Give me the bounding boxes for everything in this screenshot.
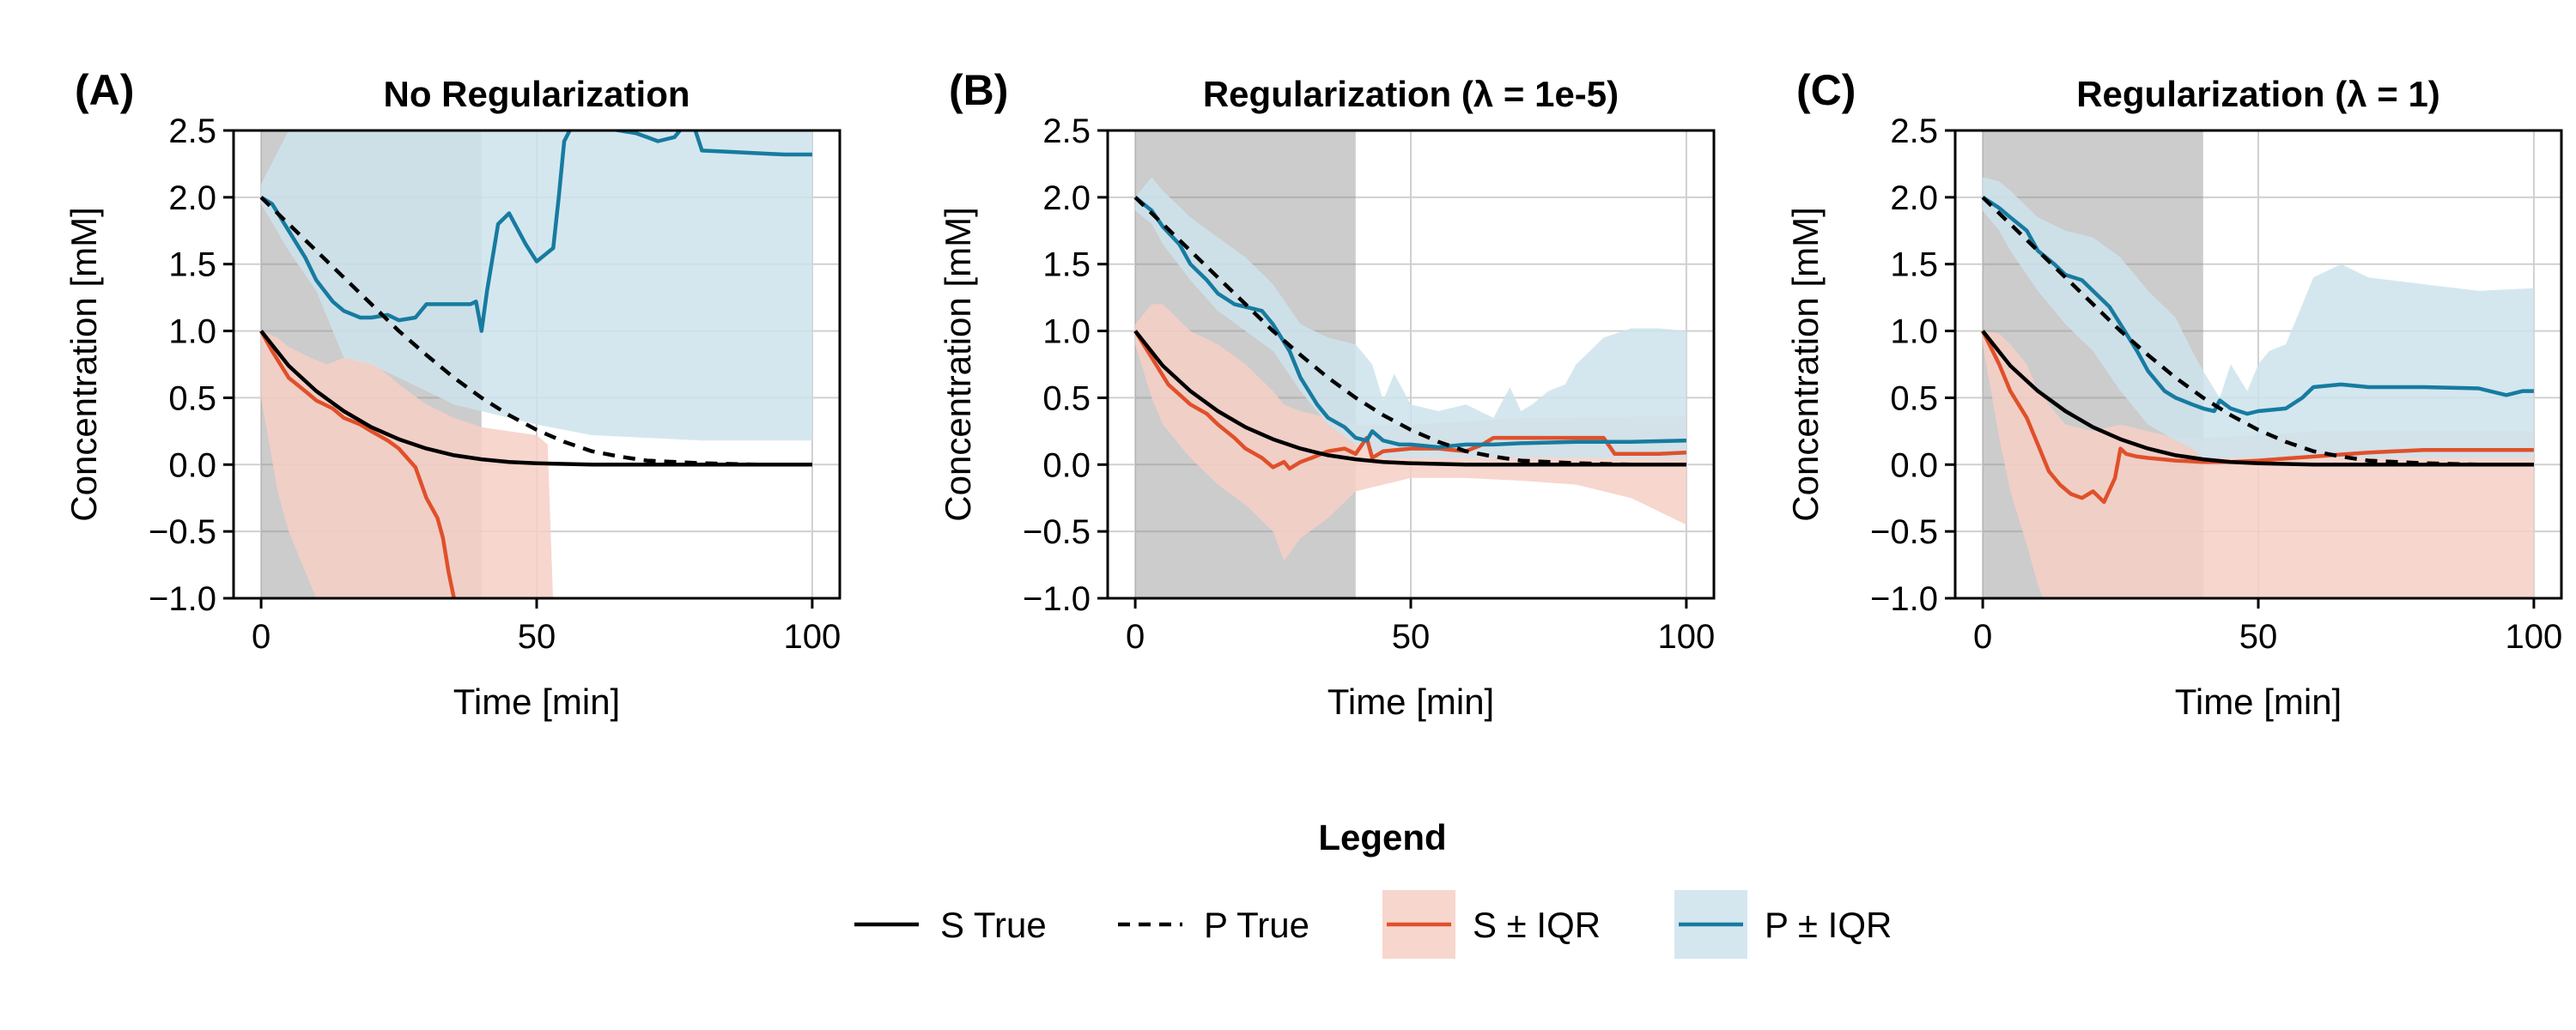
series-line-s-estimate [1133, 330, 1687, 471]
y-tick-label: −0.5 [149, 513, 216, 551]
legend-item: S ± IQR [1382, 890, 1601, 959]
y-tick-label: 2.5 [168, 112, 216, 150]
y-tick-label: 0.5 [1042, 379, 1091, 417]
series-line-p-true [1981, 196, 2534, 467]
series-line-p-estimate [259, 130, 812, 333]
plot-area [1955, 130, 2561, 598]
y-tick-label: 2.5 [1890, 112, 1938, 150]
x-tick-label: 100 [2506, 618, 2563, 656]
x-axis-label: Time [min] [2175, 682, 2342, 722]
x-tick-label: 50 [1392, 618, 1431, 656]
legend-item: P ± IQR [1674, 890, 1892, 959]
panel-1: 0 50 100 −1.0 −0.5 0.0 0.5 1.0 1.5 2.0 2.5 Time [mi… [64, 66, 841, 722]
panel-title: Regularization (λ = 1) [2076, 74, 2440, 114]
y-tick-label: 2.5 [1042, 112, 1091, 150]
x-axis-label: Time [min] [1327, 682, 1494, 722]
y-tick-label: 0.0 [1042, 446, 1091, 484]
y-tick-label: −1.0 [1870, 580, 1938, 618]
iqr-band-s [261, 330, 554, 598]
y-tick-label: 2.0 [1890, 179, 1938, 217]
y-tick-label: 1.5 [1042, 246, 1091, 284]
series-line-s-true [259, 330, 812, 467]
y-tick-label: 1.5 [1890, 246, 1938, 284]
series-line-s-true [1981, 330, 2534, 467]
panel-title: Regularization (λ = 1e-5) [1203, 74, 1619, 114]
x-tick-label: 0 [1973, 618, 1992, 656]
x-tick-label: 50 [2239, 618, 2278, 656]
legend-label: P ± IQR [1765, 905, 1892, 945]
plot-area [1108, 130, 1714, 598]
panels: 0 50 100 −1.0 −0.5 0.0 0.5 1.0 1.5 2.0 2.5 Time [mi… [64, 66, 2563, 722]
y-axis-label: Concentration [mM] [64, 207, 104, 521]
x-tick-label: 100 [1658, 618, 1716, 656]
panel-title: No Regularization [383, 74, 690, 114]
y-tick-label: −1.0 [149, 580, 216, 618]
iqr-band-p [261, 130, 812, 441]
x-tick-label: 100 [784, 618, 841, 656]
x-tick-label: 50 [518, 618, 556, 656]
legend-title: Legend [1318, 817, 1446, 857]
series-line-p-true [259, 196, 812, 467]
y-axis-label: Concentration [mM] [1785, 207, 1826, 521]
y-tick-label: −1.0 [1023, 580, 1091, 618]
y-tick-label: 0.0 [1890, 446, 1938, 484]
y-tick-label: 0.5 [1890, 379, 1938, 417]
y-tick-label: 2.0 [168, 179, 216, 217]
series-line-p-true [1133, 196, 1686, 467]
legend-item: S True [854, 905, 1047, 945]
series-line-s-estimate [1981, 330, 2534, 505]
panel-3: 0 50 100 −1.0 −0.5 0.0 0.5 1.0 1.5 2.0 2.5 Time [mi… [1785, 66, 2563, 722]
y-tick-label: 2.0 [1042, 179, 1091, 217]
panel-2: 0 50 100 −1.0 −0.5 0.0 0.5 1.0 1.5 2.0 2.5 Time [mi… [938, 66, 1716, 722]
legend-item: P True [1118, 905, 1309, 945]
y-tick-label: −0.5 [1870, 513, 1938, 551]
y-tick-label: 1.0 [168, 313, 216, 351]
y-tick-label: 1.5 [168, 246, 216, 284]
y-tick-label: 0.0 [168, 446, 216, 484]
series-line-p-estimate [1981, 196, 2534, 416]
legend-items: S True P True S ± IQR P ± IQR [854, 890, 1892, 959]
series-line-p-estimate [1133, 196, 1686, 450]
legend-label: S True [940, 905, 1047, 945]
panel-letter: (A) [75, 66, 134, 114]
iqr-band-p [1135, 177, 1686, 458]
legend: Legend S True P True S ± IQR P ± IQR [854, 817, 1892, 959]
y-tick-label: −0.5 [1023, 513, 1091, 551]
x-tick-label: 0 [252, 618, 270, 656]
series-line-s-estimate [259, 330, 456, 598]
x-axis-label: Time [min] [453, 682, 620, 722]
y-tick-label: 1.0 [1890, 313, 1938, 351]
panel-letter: (C) [1796, 66, 1856, 114]
y-tick-label: 1.0 [1042, 313, 1091, 351]
legend-label: S ± IQR [1473, 905, 1601, 945]
plot-area [234, 130, 840, 598]
x-tick-label: 0 [1126, 618, 1145, 656]
panel-letter: (B) [949, 66, 1008, 114]
legend-label: P True [1204, 905, 1309, 945]
y-axis-label: Concentration [mM] [938, 207, 978, 521]
y-tick-label: 0.5 [168, 379, 216, 417]
series-line-s-true [1133, 330, 1686, 467]
